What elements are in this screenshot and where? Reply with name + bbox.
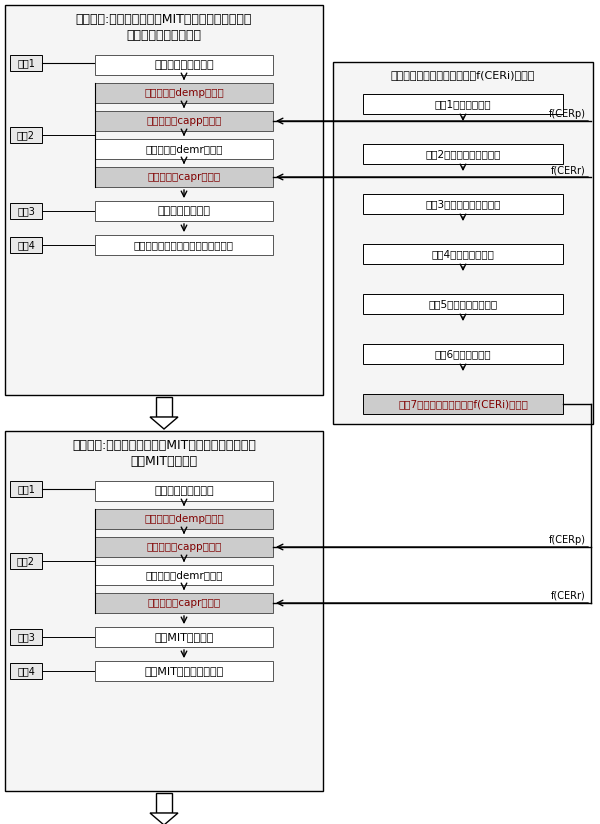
Text: 步骤4: 步骤4	[17, 666, 35, 676]
Text: 步骤1: 步骤1	[17, 484, 35, 494]
Text: 步骤2: 步骤2	[17, 556, 35, 566]
Text: 预计的容量capp的确定: 预计的容量capp的确定	[146, 542, 221, 552]
Text: 实施MIT合理性概率计算: 实施MIT合理性概率计算	[145, 666, 224, 676]
Text: 步骤4，天气强度区分: 步骤4，天气强度区分	[431, 249, 494, 259]
Text: 预计的需求demp的确定: 预计的需求demp的确定	[144, 88, 224, 98]
Text: 步骤7，天气对容量影响率f(CERi)的确定: 步骤7，天气对容量影响率f(CERi)的确定	[398, 399, 528, 409]
Text: f(CERr): f(CERr)	[551, 165, 586, 175]
Text: 步骤5，天气时间点区分: 步骤5，天气时间点区分	[428, 299, 497, 309]
Bar	[5, 5, 323, 395]
Bar	[10, 663, 42, 679]
Bar	[95, 139, 273, 159]
Bar	[95, 661, 273, 681]
Bar	[363, 244, 563, 264]
Bar	[10, 127, 42, 143]
Bar	[363, 194, 563, 214]
Bar	[10, 203, 42, 219]
Bar	[95, 593, 273, 613]
Bar	[10, 55, 42, 71]
Text: 步骤6，指数表达式: 步骤6，指数表达式	[434, 349, 491, 359]
Text: 评估MIT的合理性: 评估MIT的合理性	[130, 455, 197, 468]
Bar	[95, 481, 273, 501]
Bar	[333, 62, 593, 424]
Text: f(CERr): f(CERr)	[551, 591, 586, 601]
Polygon shape	[150, 417, 178, 429]
Text: 步骤3，天气所在高度区分: 步骤3，天气所在高度区分	[425, 199, 500, 209]
Text: 实际的容量capr的确定: 实际的容量capr的确定	[148, 172, 221, 182]
Bar	[95, 111, 273, 131]
Bar	[363, 144, 563, 164]
Text: 判断MIT是否合理: 判断MIT是否合理	[154, 632, 214, 642]
Bar	[10, 553, 42, 569]
Bar	[95, 235, 273, 255]
Text: f(CERp): f(CERp)	[549, 109, 586, 119]
Text: 下，评估预测的准确性: 下，评估预测的准确性	[127, 29, 202, 42]
Text: 第二部分:在实施尾随间隔（MIT）流控措施情况下，: 第二部分:在实施尾随间隔（MIT）流控措施情况下，	[72, 439, 256, 452]
Bar	[95, 83, 273, 103]
Text: 预计的容量capp的确定: 预计的容量capp的确定	[146, 116, 221, 126]
Bar	[363, 94, 563, 114]
Polygon shape	[150, 813, 178, 824]
Text: 步骤2: 步骤2	[17, 130, 35, 140]
Bar	[363, 344, 563, 364]
Bar	[95, 167, 273, 187]
Bar	[95, 627, 273, 647]
Bar	[10, 481, 42, 497]
Text: 步骤3: 步骤3	[17, 206, 35, 216]
Text: 实际的需求demr的确定: 实际的需求demr的确定	[145, 570, 223, 580]
Text: 预计的需求demp的确定: 预计的需求demp的确定	[144, 514, 224, 524]
Bar	[95, 565, 273, 585]
Text: 第一部分:在无尾随间隔（MIT）流控措施干扰情况: 第一部分:在无尾随间隔（MIT）流控措施干扰情况	[76, 13, 252, 26]
Text: 步骤2，天气所在位置区分: 步骤2，天气所在位置区分	[425, 149, 500, 159]
Text: 实际的需求demr的确定: 实际的需求demr的确定	[145, 144, 223, 154]
Bar	[95, 55, 273, 75]
Bar	[10, 629, 42, 645]
Text: f(CERp): f(CERp)	[549, 535, 586, 545]
Bar	[156, 397, 172, 417]
Bar	[95, 201, 273, 221]
Bar	[95, 509, 273, 529]
Text: 步骤3: 步骤3	[17, 632, 35, 642]
Text: 评估时段划分与选取: 评估时段划分与选取	[154, 60, 214, 70]
Text: 步骤1，网格化处理: 步骤1，网格化处理	[434, 99, 491, 109]
Bar	[156, 793, 172, 813]
Text: 步骤4: 步骤4	[17, 240, 35, 250]
Text: 评估时段划分与选取: 评估时段划分与选取	[154, 486, 214, 496]
Text: 判断预测是否准确: 判断预测是否准确	[157, 206, 211, 216]
Text: 第三部分，天气对容量影响率f(CERi)的确定: 第三部分，天气对容量影响率f(CERi)的确定	[391, 70, 535, 80]
Bar	[5, 431, 323, 791]
Bar	[363, 394, 563, 414]
Bar	[363, 294, 563, 314]
Text: 需求预测与容量预测准确性概率计算: 需求预测与容量预测准确性概率计算	[134, 240, 234, 250]
Text: 实际的容量capr的确定: 实际的容量capr的确定	[148, 598, 221, 608]
Bar	[95, 537, 273, 557]
Bar	[10, 237, 42, 253]
Text: 步骤1: 步骤1	[17, 58, 35, 68]
